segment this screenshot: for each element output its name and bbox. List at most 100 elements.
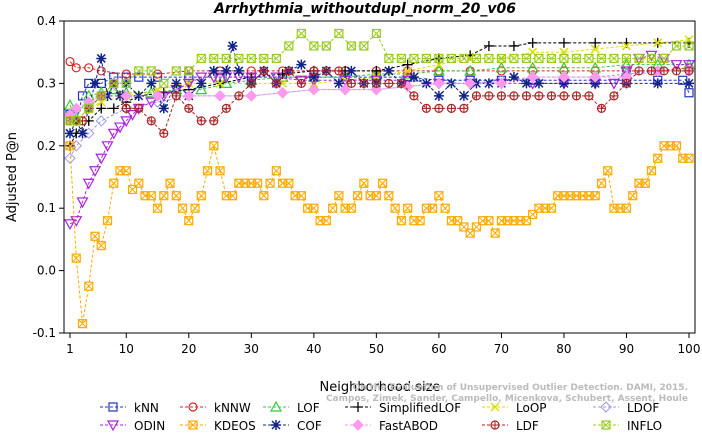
legend-item: COF bbox=[263, 419, 322, 433]
data-point-cross bbox=[188, 420, 198, 430]
data-point-cross bbox=[234, 91, 243, 100]
data-point bbox=[245, 72, 258, 84]
data-point-cross bbox=[121, 79, 131, 88]
data-point-cross bbox=[347, 203, 356, 213]
legend-item: KDEOS bbox=[180, 419, 256, 433]
data-point-cross bbox=[634, 66, 643, 75]
data-point bbox=[114, 122, 127, 134]
data-point bbox=[121, 78, 131, 89]
legend-item: LDF bbox=[482, 419, 539, 433]
data-point bbox=[559, 53, 569, 64]
data-point-cross bbox=[284, 41, 294, 51]
data-point bbox=[196, 78, 207, 89]
data-point bbox=[421, 203, 431, 213]
data-point-cross bbox=[347, 41, 356, 51]
data-point bbox=[684, 88, 694, 98]
data-point bbox=[409, 216, 419, 226]
data-point bbox=[126, 109, 139, 121]
data-point bbox=[284, 41, 294, 51]
data-point bbox=[346, 65, 357, 76]
data-point bbox=[339, 83, 351, 96]
data-point-cross bbox=[684, 41, 694, 51]
data-point bbox=[296, 59, 307, 70]
data-point-cross bbox=[209, 54, 219, 63]
data-point bbox=[589, 71, 601, 83]
data-point bbox=[145, 86, 158, 98]
data-point-cross bbox=[534, 91, 543, 100]
watermark-title: On the Evaluation of Unsupervised Outlie… bbox=[353, 383, 688, 393]
data-point-cross bbox=[384, 191, 394, 201]
data-point-cross bbox=[246, 54, 256, 63]
data-point-cross bbox=[572, 54, 581, 63]
data-point-cross bbox=[165, 178, 175, 188]
data-point-cross bbox=[403, 203, 412, 213]
data-point-cross bbox=[522, 54, 531, 63]
data-point bbox=[70, 102, 82, 115]
data-point bbox=[432, 64, 445, 76]
data-point bbox=[270, 72, 283, 84]
y-tick-label: 0.3 bbox=[37, 76, 56, 90]
data-point-cross bbox=[372, 191, 381, 201]
data-point bbox=[534, 53, 544, 64]
data-point-cross bbox=[172, 91, 181, 100]
data-point bbox=[96, 91, 106, 101]
data-point bbox=[371, 28, 381, 39]
data-point bbox=[590, 44, 600, 54]
data-point-cross bbox=[259, 191, 269, 201]
data-point-cross bbox=[434, 191, 444, 201]
data-point bbox=[246, 178, 256, 188]
data-point-cross bbox=[672, 41, 681, 51]
data-point-cross bbox=[509, 91, 518, 100]
data-point bbox=[265, 178, 275, 188]
data-point-cross bbox=[322, 41, 331, 51]
data-point-cross bbox=[428, 203, 437, 213]
data-point bbox=[202, 166, 213, 176]
data-point-cross bbox=[153, 203, 162, 213]
data-point bbox=[590, 78, 601, 89]
data-point-cross bbox=[640, 178, 650, 188]
data-point bbox=[584, 53, 594, 64]
data-point bbox=[208, 65, 219, 76]
data-point bbox=[159, 191, 169, 201]
data-point bbox=[165, 178, 175, 188]
data-point bbox=[277, 178, 288, 188]
data-point-cross bbox=[228, 191, 237, 201]
data-point bbox=[440, 203, 450, 213]
data-point bbox=[546, 53, 557, 64]
data-point-cross bbox=[647, 166, 656, 176]
data-point bbox=[252, 178, 263, 188]
data-point bbox=[471, 53, 482, 64]
data-point bbox=[151, 90, 164, 102]
data-point bbox=[84, 103, 94, 113]
data-point-cross bbox=[196, 191, 206, 201]
data-point bbox=[284, 178, 294, 188]
data-point-cross bbox=[609, 54, 619, 63]
data-point-cross bbox=[622, 203, 631, 213]
x-tick-label: 10 bbox=[119, 342, 134, 356]
data-point bbox=[152, 72, 163, 82]
data-point-cross bbox=[459, 54, 469, 63]
data-point bbox=[158, 103, 169, 114]
data-point bbox=[396, 53, 406, 64]
data-point bbox=[459, 53, 469, 64]
data-point bbox=[434, 53, 444, 64]
data-point-cross bbox=[184, 104, 193, 113]
data-point bbox=[82, 178, 95, 190]
data-point bbox=[196, 191, 206, 201]
data-point-cross bbox=[484, 54, 494, 63]
x-tick-label: 100 bbox=[678, 342, 701, 356]
data-point-cross bbox=[447, 104, 456, 113]
x-tick-label: 40 bbox=[306, 342, 321, 356]
data-point bbox=[601, 420, 611, 430]
watermark: Campos, Zimek, Sander, Campello, Micenko… bbox=[326, 394, 688, 404]
data-point bbox=[184, 66, 194, 76]
data-point bbox=[528, 209, 538, 220]
data-point bbox=[665, 141, 675, 151]
y-tick-label: -0.1 bbox=[33, 326, 56, 340]
data-point bbox=[408, 72, 419, 83]
data-point-cross bbox=[653, 153, 663, 163]
data-point-cross bbox=[609, 91, 618, 100]
data-point-cross bbox=[572, 91, 581, 100]
data-point-cross bbox=[96, 241, 106, 250]
data-point-cross bbox=[415, 216, 425, 226]
